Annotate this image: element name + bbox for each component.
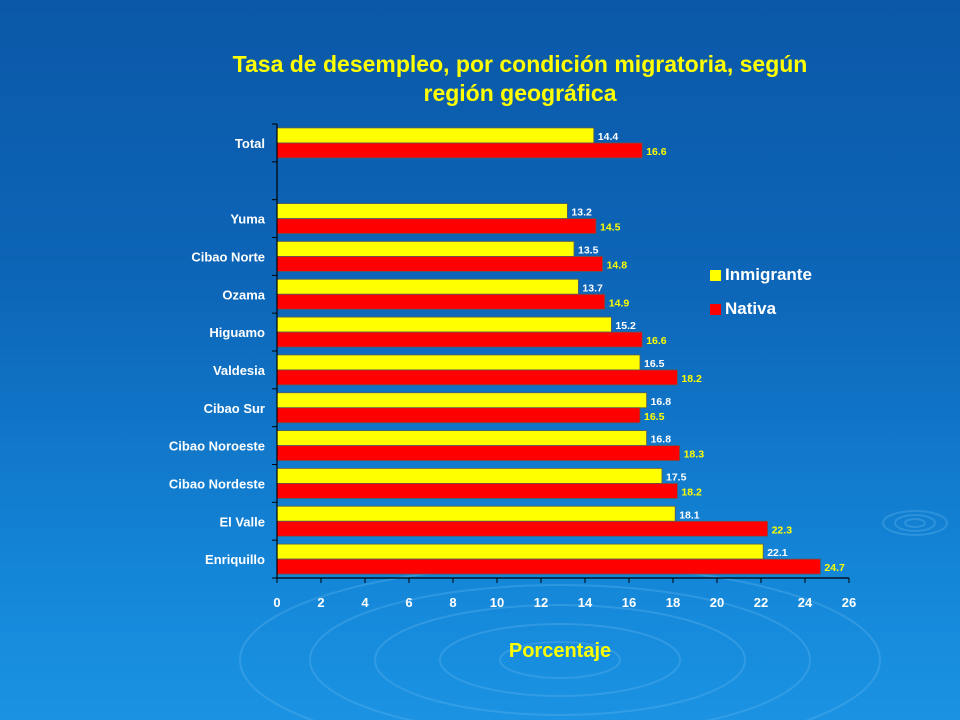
legend-swatch-inmigrante [710,269,721,281]
data-label-inmigrante: 14.4 [598,131,619,143]
data-label-inmigrante: 18.1 [679,509,700,521]
data-label-nativa: 18.2 [681,486,702,498]
category-label: Yuma [230,212,265,227]
bar-inmigrante [276,203,568,219]
data-label-nativa: 16.5 [644,411,665,423]
x-tick-label: 0 [273,595,280,610]
bar-inmigrante [276,241,575,257]
data-label-nativa: 14.8 [607,259,628,271]
category-label: Cibao Norte [191,249,265,264]
data-label-inmigrante: 13.7 [582,282,603,294]
bar-inmigrante [276,468,663,484]
x-tick-label: 10 [490,595,504,610]
data-label-nativa: 14.5 [600,222,621,234]
bar-nativa [276,445,681,461]
data-label-nativa: 18.2 [681,373,702,385]
bar-inmigrante [276,354,641,371]
data-label-inmigrante: 17.5 [666,471,687,483]
bar-nativa [276,520,769,537]
data-label-nativa: 24.7 [824,562,845,574]
legend-item-inmigrante: Inmigrante [710,258,812,292]
x-tick-label: 4 [361,595,369,610]
data-label-inmigrante: 13.5 [578,244,599,256]
bar-nativa [276,256,604,272]
x-tick-label: 20 [710,595,724,610]
chart-title: Tasa de desempleo, por condición migrato… [150,50,890,108]
legend-label-nativa: Nativa [725,299,777,318]
bar-inmigrante [276,505,676,522]
data-label-nativa: 16.6 [646,335,667,347]
chart-title-line-1: Tasa de desempleo, por condición migrato… [232,51,808,77]
bar-inmigrante [276,392,648,409]
category-label: Cibao Noroeste [169,439,265,454]
x-tick-label: 14 [578,595,593,610]
category-label: Enriquillo [205,552,265,567]
bar-nativa [276,407,641,424]
legend: Inmigrante Nativa [710,258,812,326]
x-tick-label: 12 [534,595,548,610]
data-label-inmigrante: 15.2 [615,320,636,332]
bar-nativa [276,369,678,386]
legend-label-inmigrante: Inmigrante [725,265,812,284]
legend-item-nativa: Nativa [710,292,812,326]
category-label: Higuamo [209,325,265,340]
data-label-nativa: 14.9 [609,297,630,309]
category-label: Ozama [222,287,265,302]
category-label: Cibao Nordeste [169,476,265,491]
x-tick-label: 24 [798,595,813,610]
data-label-inmigrante: 13.2 [571,207,592,219]
data-label-inmigrante: 22.1 [767,547,788,559]
bar-inmigrante [276,316,612,333]
x-axis-label: Porcentaje [508,640,612,662]
data-label-nativa: 18.3 [684,449,705,461]
category-label: Cibao Sur [204,401,265,416]
bar-nativa [276,293,606,310]
x-tick-label: 22 [754,595,768,610]
data-label-inmigrante: 16.8 [651,434,672,446]
x-tick-label: 8 [449,595,456,610]
x-tick-label: 18 [666,595,680,610]
data-label-nativa: 22.3 [772,524,793,536]
data-label-inmigrante: 16.5 [644,358,665,370]
data-label-inmigrante: 16.8 [651,396,672,408]
bar-inmigrante [276,430,648,446]
legend-swatch-nativa [710,303,721,315]
bar-nativa [276,142,643,159]
chart-title-line-2: región geográfica [423,80,617,106]
category-label: El Valle [219,514,265,529]
bar-nativa [276,331,643,348]
bar-nativa [276,218,597,234]
category-label: Total [235,136,265,151]
bar-nativa [276,483,678,499]
x-tick-label: 16 [622,595,636,610]
bar-nativa [276,558,821,575]
x-tick-label: 2 [317,595,324,610]
data-label-nativa: 16.6 [646,146,667,158]
category-label: Valdesia [213,363,266,378]
x-tick-label: 26 [842,595,856,610]
bar-inmigrante [276,278,579,295]
x-tick-label: 6 [405,595,412,610]
bar-inmigrante [276,127,595,144]
bar-inmigrante [276,543,764,560]
